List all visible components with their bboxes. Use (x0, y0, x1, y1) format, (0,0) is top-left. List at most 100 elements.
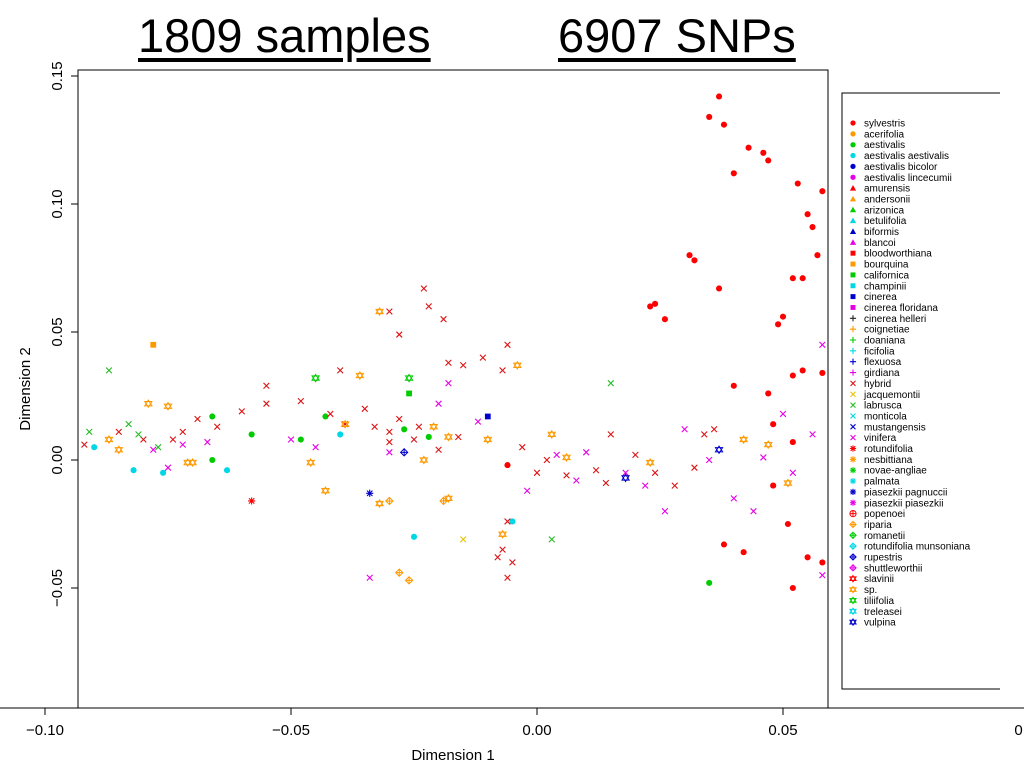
data-point-californica (406, 390, 412, 397)
data-point-sp- (375, 498, 385, 509)
data-point-sp- (419, 455, 429, 465)
data-point-labrusca (607, 379, 615, 387)
legend-marker (849, 326, 857, 333)
data-point-sylvestris (686, 252, 693, 259)
data-point-sylvestris (504, 462, 511, 469)
legend-marker (849, 369, 857, 376)
data-point-aestivalis (209, 456, 216, 464)
legend-marker (848, 607, 858, 616)
x-tick-label: 0.10 (1014, 722, 1024, 739)
data-point-hybrid (563, 472, 570, 479)
data-point-aestivalis (401, 426, 408, 433)
data-point-sylvestris (775, 321, 782, 328)
data-point-vinifera (789, 469, 797, 477)
legend-marker (848, 574, 858, 583)
data-point-riparia (404, 576, 414, 585)
data-point-vinifera (641, 482, 649, 489)
data-point-hybrid (518, 443, 526, 451)
data-point-aestivalis (209, 413, 216, 420)
legend-marker (849, 228, 857, 234)
data-point-hybrid (509, 559, 516, 566)
legend-marker (849, 488, 857, 495)
data-point-sylvestris (784, 520, 791, 528)
data-point-aestivalis (322, 413, 329, 420)
data-points (81, 93, 826, 592)
data-point-hybrid (297, 397, 305, 405)
legend-marker (850, 413, 856, 419)
data-point-sp- (355, 370, 365, 381)
legend-label: piasezkii piasezkii (864, 498, 943, 509)
slide-title: 1809 samples 6907 SNPs (138, 8, 800, 70)
data-point-tiliifolia (311, 373, 321, 383)
data-point-labrusca (125, 420, 132, 428)
legend-marker (850, 250, 856, 256)
data-point-hybrid (81, 441, 88, 448)
data-point-sp- (483, 434, 493, 445)
data-point-sylvestris (740, 549, 747, 556)
legend-label: blancoi (864, 238, 896, 249)
legend-marker (850, 304, 856, 310)
data-point-vinifera (809, 431, 816, 438)
x-axis-label: Dimension 1 (411, 747, 494, 764)
data-point-sylvestris (647, 303, 654, 310)
data-point-sp- (375, 306, 385, 317)
legend-marker (849, 195, 857, 202)
legend-label: nesbittiana (864, 455, 913, 466)
data-point-vinifera (573, 477, 580, 484)
data-point-vinifera (164, 464, 172, 471)
data-point-vinifera (705, 456, 713, 464)
data-point-hybrid (651, 469, 659, 477)
title-snp-count: 6907 SNPs (558, 9, 796, 62)
data-point-aestivalis-aestivalis (130, 467, 137, 474)
legend-label: amurensis (864, 184, 910, 195)
data-point-hybrid (691, 464, 698, 471)
data-point-sp- (739, 434, 749, 445)
data-point-sp- (443, 493, 453, 503)
data-point-hybrid (263, 400, 270, 407)
data-point-sylvestris (799, 367, 806, 374)
data-point-sp- (562, 452, 572, 462)
data-point-jacquemontii (459, 536, 467, 543)
y-tick-label: 0.10 (49, 189, 66, 218)
x-tick-label: −0.05 (272, 722, 310, 739)
data-point-sylvestris (814, 252, 821, 259)
data-point-sylvestris (720, 121, 728, 128)
data-point-sp- (443, 432, 453, 442)
data-point-labrusca (105, 367, 113, 374)
legend-label: aestivalis aestivalis (864, 151, 949, 162)
legend-label: treleasei (864, 607, 902, 618)
data-point-sylvestris (819, 369, 826, 377)
legend-label: tiliifolia (864, 596, 894, 607)
data-point-sp- (320, 486, 330, 496)
y-tick-label: 0.15 (49, 61, 66, 90)
legend-marker (850, 402, 856, 408)
data-point-vinifera (819, 341, 826, 349)
legend-label: riparia (864, 520, 892, 531)
data-point-aestivalis-aestivalis (509, 518, 516, 525)
legend-label: acerifolia (864, 129, 904, 140)
y-tick-label: 0.00 (49, 445, 66, 474)
data-point-sp- (783, 478, 793, 488)
data-point-hybrid (440, 315, 447, 323)
data-point-sylvestris (789, 372, 796, 379)
data-point-hybrid (395, 331, 403, 338)
data-point-hybrid (445, 359, 452, 366)
data-point-vinifera (312, 443, 319, 451)
legend-label: mustangensis (864, 422, 926, 433)
legend-label: sylvestris (864, 119, 905, 130)
data-point-sylvestris (789, 439, 796, 446)
axes: −0.15−0.10−0.050.000.050.10−0.050.000.05… (0, 61, 1024, 739)
legend-marker (850, 380, 856, 387)
data-point-hybrid (371, 423, 378, 430)
data-point-rotundifolia (248, 497, 256, 505)
legend-marker (850, 434, 856, 441)
data-point-hybrid (543, 456, 551, 464)
legend-marker (850, 294, 856, 300)
data-point-aestivalis-aestivalis (91, 444, 98, 451)
x-tick-label: 0.05 (768, 722, 797, 739)
data-point-hybrid (420, 285, 428, 292)
data-point-hybrid (479, 354, 487, 361)
plot-frame (77, 69, 829, 709)
data-point-sylvestris (770, 482, 777, 489)
